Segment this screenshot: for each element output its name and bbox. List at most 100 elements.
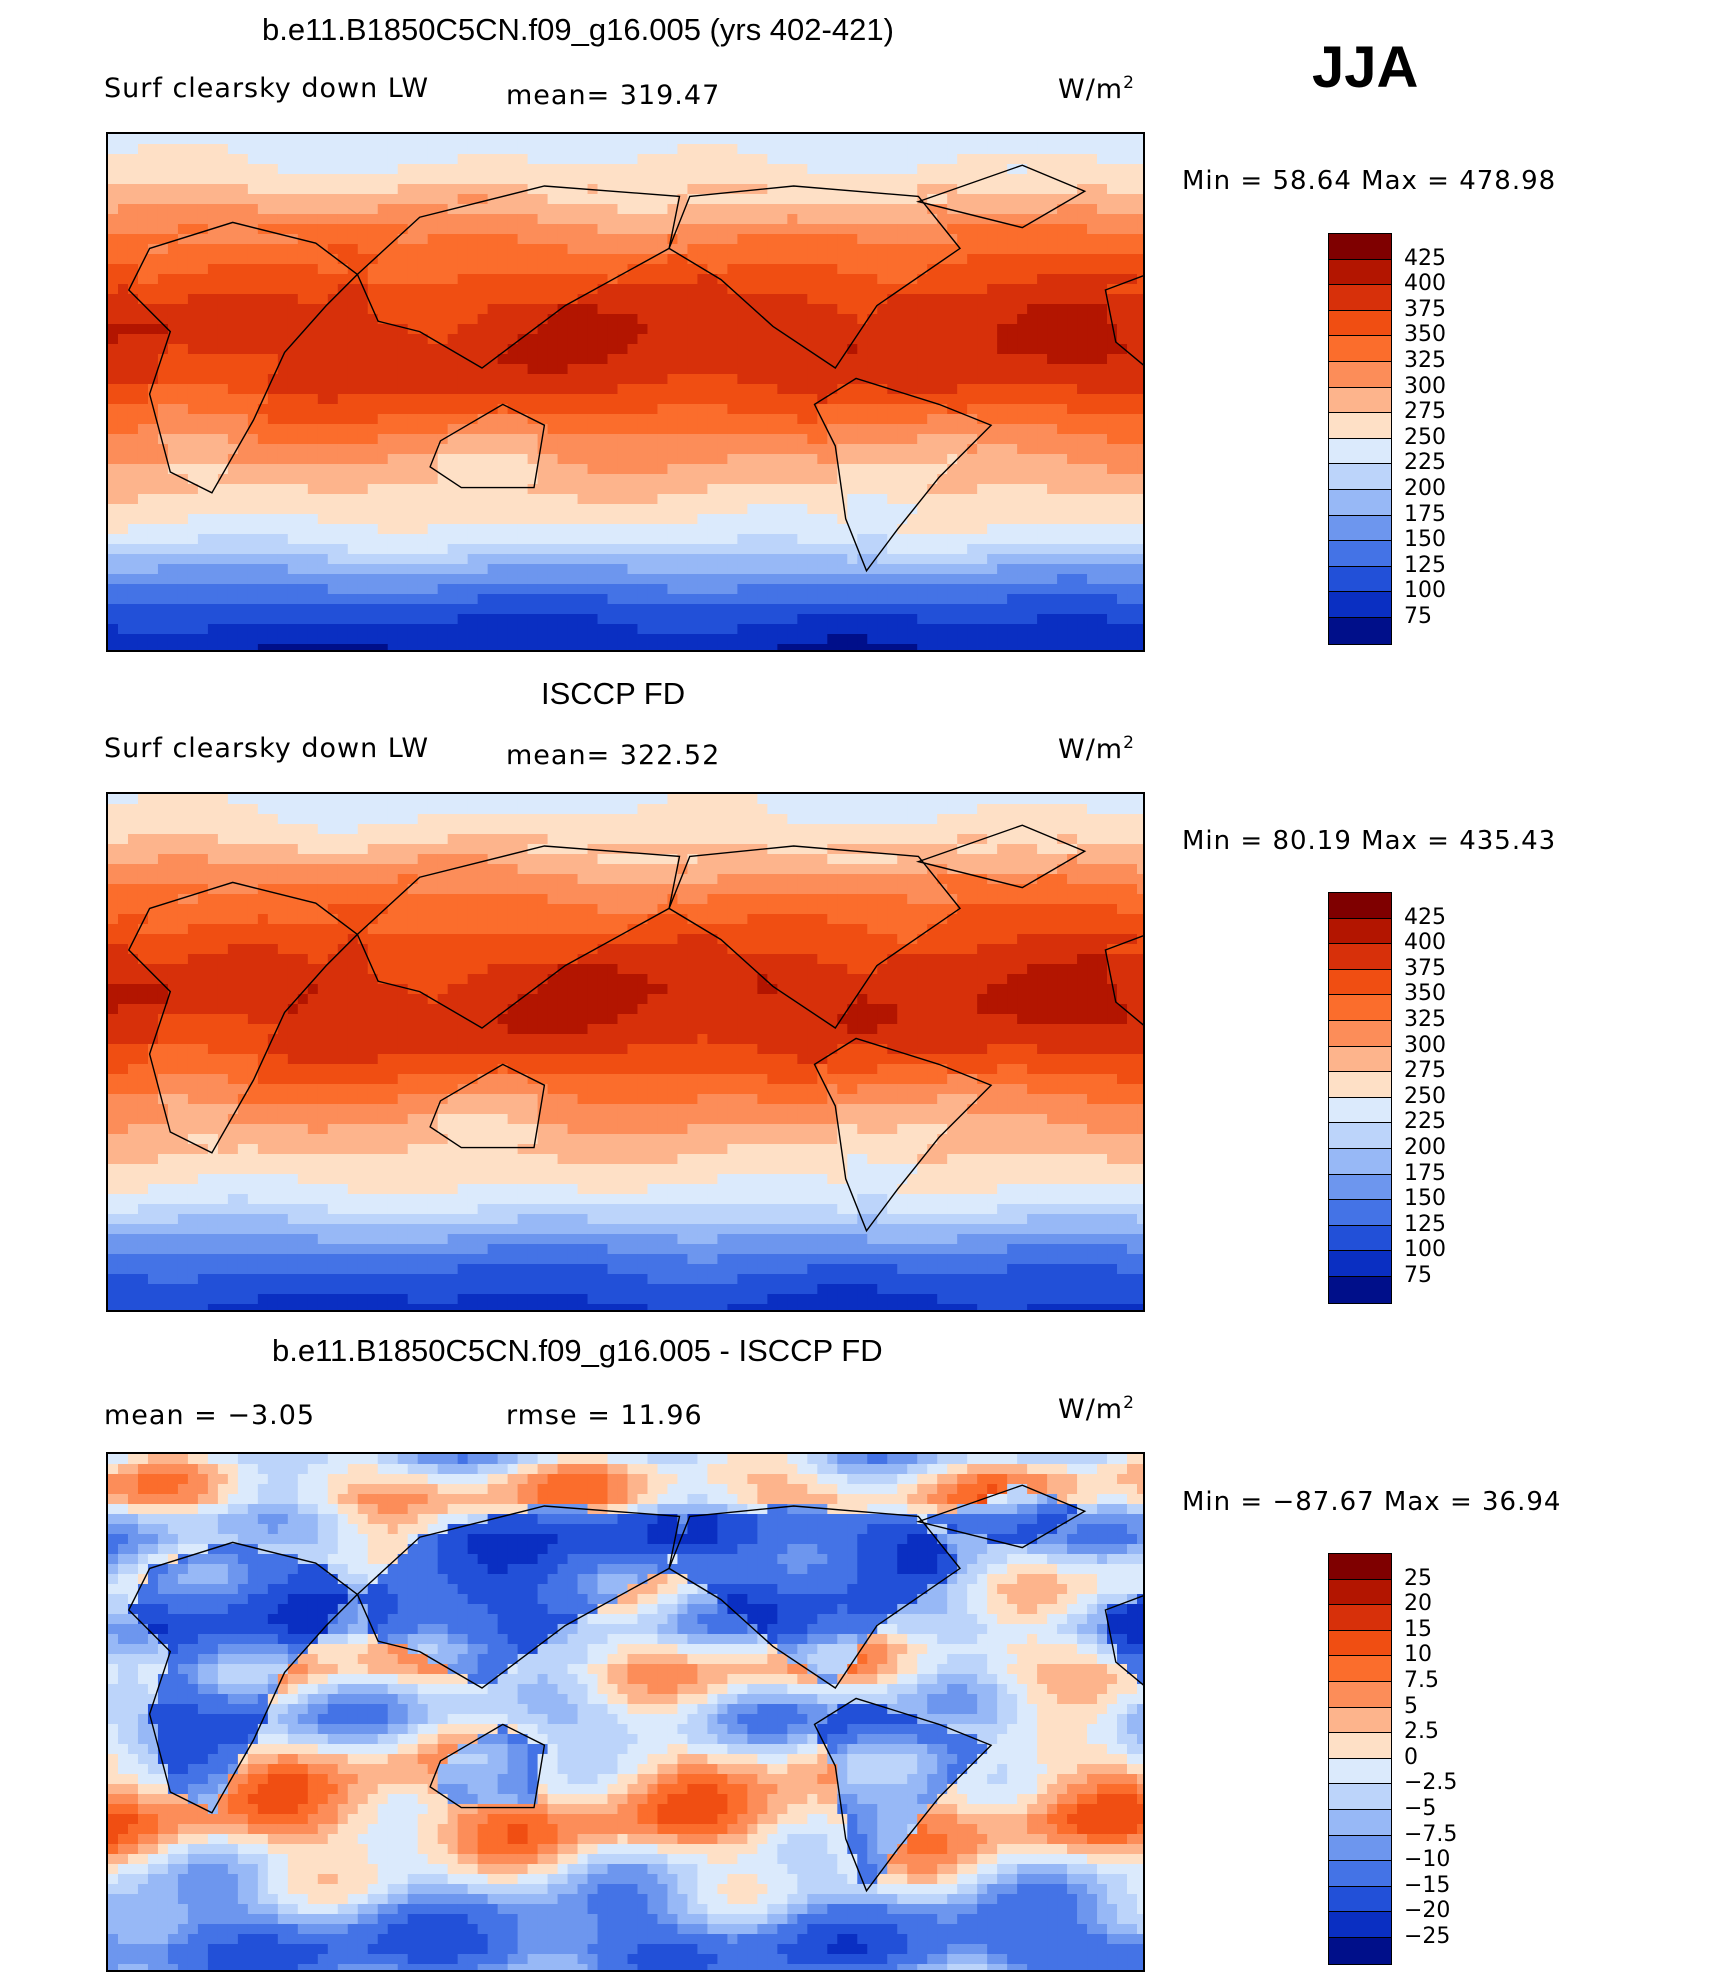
map-cell xyxy=(437,484,449,495)
map-cell xyxy=(337,564,349,575)
map-cell xyxy=(1087,554,1098,565)
map-cell xyxy=(967,514,978,525)
map-cell xyxy=(347,184,359,195)
map-cell xyxy=(177,294,189,305)
map-cell xyxy=(927,564,938,575)
map-cell xyxy=(607,404,619,415)
map-cell xyxy=(347,364,359,375)
map-cell xyxy=(577,364,589,375)
map-cell xyxy=(437,274,449,285)
map-cell xyxy=(587,494,599,505)
map-cell xyxy=(187,454,199,465)
map-cell xyxy=(357,314,369,325)
map-cell xyxy=(127,424,139,435)
map-cell xyxy=(777,554,788,565)
map-cell xyxy=(127,374,139,385)
map-cell xyxy=(457,364,469,375)
map-cell xyxy=(1007,484,1018,495)
map-cell xyxy=(787,214,798,225)
map-cell xyxy=(577,434,589,445)
map-cell xyxy=(1057,314,1068,325)
map-cell xyxy=(357,364,369,375)
map-cell xyxy=(1127,204,1138,215)
map-cell xyxy=(987,214,998,225)
map-cell xyxy=(1037,154,1048,165)
map-cell xyxy=(197,584,209,595)
map-cell xyxy=(337,364,349,375)
map-cell xyxy=(1127,284,1138,295)
map-cell xyxy=(667,254,679,265)
map-cell xyxy=(187,514,199,525)
map-cell xyxy=(477,274,489,285)
map-cell xyxy=(117,444,129,455)
map-cell xyxy=(517,534,529,545)
map-cell xyxy=(377,404,389,415)
map-cell xyxy=(657,594,669,605)
map-cell xyxy=(187,534,199,545)
map-cell xyxy=(397,554,409,565)
map-cell xyxy=(467,284,479,295)
map-cell xyxy=(357,564,369,575)
map-cell xyxy=(527,594,539,605)
map-cell xyxy=(487,214,499,225)
map-cell xyxy=(947,194,958,205)
map-cell xyxy=(367,264,379,275)
map-cell xyxy=(897,494,908,505)
map-cell xyxy=(587,264,599,275)
map-cell xyxy=(717,444,728,455)
map-cell xyxy=(367,294,379,305)
map-cell xyxy=(1017,454,1028,465)
map-cell xyxy=(297,464,309,475)
map-cell xyxy=(1077,244,1088,255)
map-cell xyxy=(297,374,309,385)
map-cell xyxy=(907,514,918,525)
map-cell xyxy=(737,264,748,275)
map-cell xyxy=(297,534,309,545)
map-cell xyxy=(947,334,958,345)
map-cell xyxy=(947,594,958,605)
map-cell xyxy=(307,164,319,175)
map-cell xyxy=(857,604,868,615)
map-cell xyxy=(197,234,209,245)
map-cell xyxy=(1007,434,1018,445)
map-cell xyxy=(447,314,459,325)
map-cell xyxy=(457,234,469,245)
map-cell xyxy=(387,584,399,595)
map-cell xyxy=(1057,344,1068,355)
map-cell xyxy=(487,564,499,575)
map-cell xyxy=(1117,234,1128,245)
map-cell xyxy=(827,504,838,515)
map-cell xyxy=(477,564,489,575)
map-cell xyxy=(717,584,728,595)
map-cell xyxy=(387,134,399,145)
map-cell xyxy=(327,414,339,425)
map-cell xyxy=(487,434,499,445)
map-cell xyxy=(527,364,539,375)
map-cell xyxy=(547,274,559,285)
map-cell xyxy=(557,294,569,305)
map-cell xyxy=(1007,174,1018,185)
map-cell xyxy=(487,484,499,495)
map-cell xyxy=(457,544,469,555)
map-cell xyxy=(497,344,509,355)
map-cell xyxy=(1047,274,1058,285)
map-cell xyxy=(367,244,379,255)
map-cell xyxy=(517,154,529,165)
map-cell xyxy=(1007,244,1018,255)
map-cell xyxy=(547,424,559,435)
map-cell xyxy=(277,304,289,315)
map-cell xyxy=(177,474,189,485)
map-cell xyxy=(587,214,599,225)
map-cell xyxy=(1087,234,1098,245)
map-cell xyxy=(317,594,329,605)
map-cell xyxy=(167,494,179,505)
map-cell xyxy=(487,284,499,295)
map-cell xyxy=(717,604,728,615)
map-cell xyxy=(807,284,818,295)
map-cell xyxy=(397,154,409,165)
map-cell xyxy=(287,214,299,225)
map-cell xyxy=(477,224,489,235)
map-cell xyxy=(147,334,159,345)
map-cell xyxy=(857,134,868,145)
map-cell xyxy=(467,344,479,355)
